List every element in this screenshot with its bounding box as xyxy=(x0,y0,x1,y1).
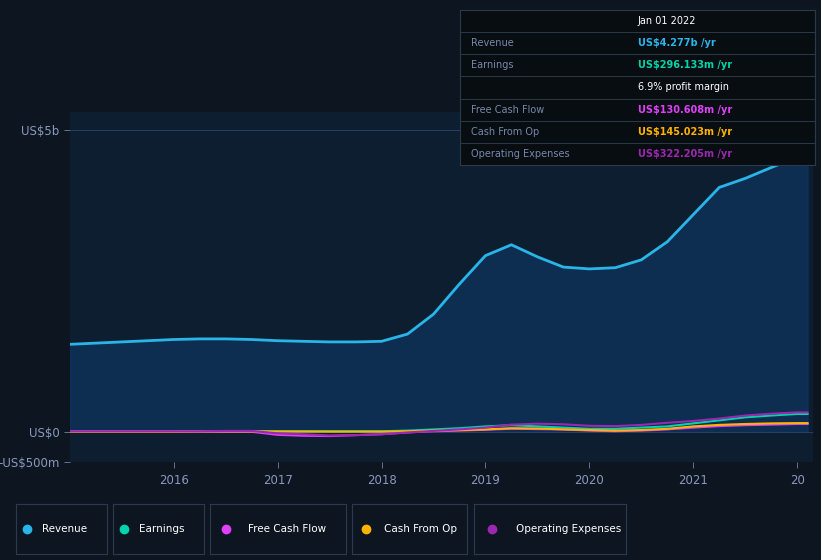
Text: Cash From Op: Cash From Op xyxy=(470,127,539,137)
Text: Revenue: Revenue xyxy=(42,524,87,534)
Text: US$4.277b /yr: US$4.277b /yr xyxy=(637,38,715,48)
Text: Free Cash Flow: Free Cash Flow xyxy=(470,105,544,115)
Text: Free Cash Flow: Free Cash Flow xyxy=(248,524,326,534)
Text: Operating Expenses: Operating Expenses xyxy=(516,524,621,534)
Text: Revenue: Revenue xyxy=(470,38,513,48)
Text: US$296.133m /yr: US$296.133m /yr xyxy=(637,60,732,71)
Text: Earnings: Earnings xyxy=(470,60,513,71)
Text: Cash From Op: Cash From Op xyxy=(384,524,457,534)
Text: 6.9% profit margin: 6.9% profit margin xyxy=(637,82,728,92)
Text: Operating Expenses: Operating Expenses xyxy=(470,149,569,159)
Text: US$145.023m /yr: US$145.023m /yr xyxy=(637,127,732,137)
Text: US$322.205m /yr: US$322.205m /yr xyxy=(637,149,732,159)
Text: US$130.608m /yr: US$130.608m /yr xyxy=(637,105,732,115)
Text: Earnings: Earnings xyxy=(139,524,184,534)
Text: Jan 01 2022: Jan 01 2022 xyxy=(637,16,696,26)
